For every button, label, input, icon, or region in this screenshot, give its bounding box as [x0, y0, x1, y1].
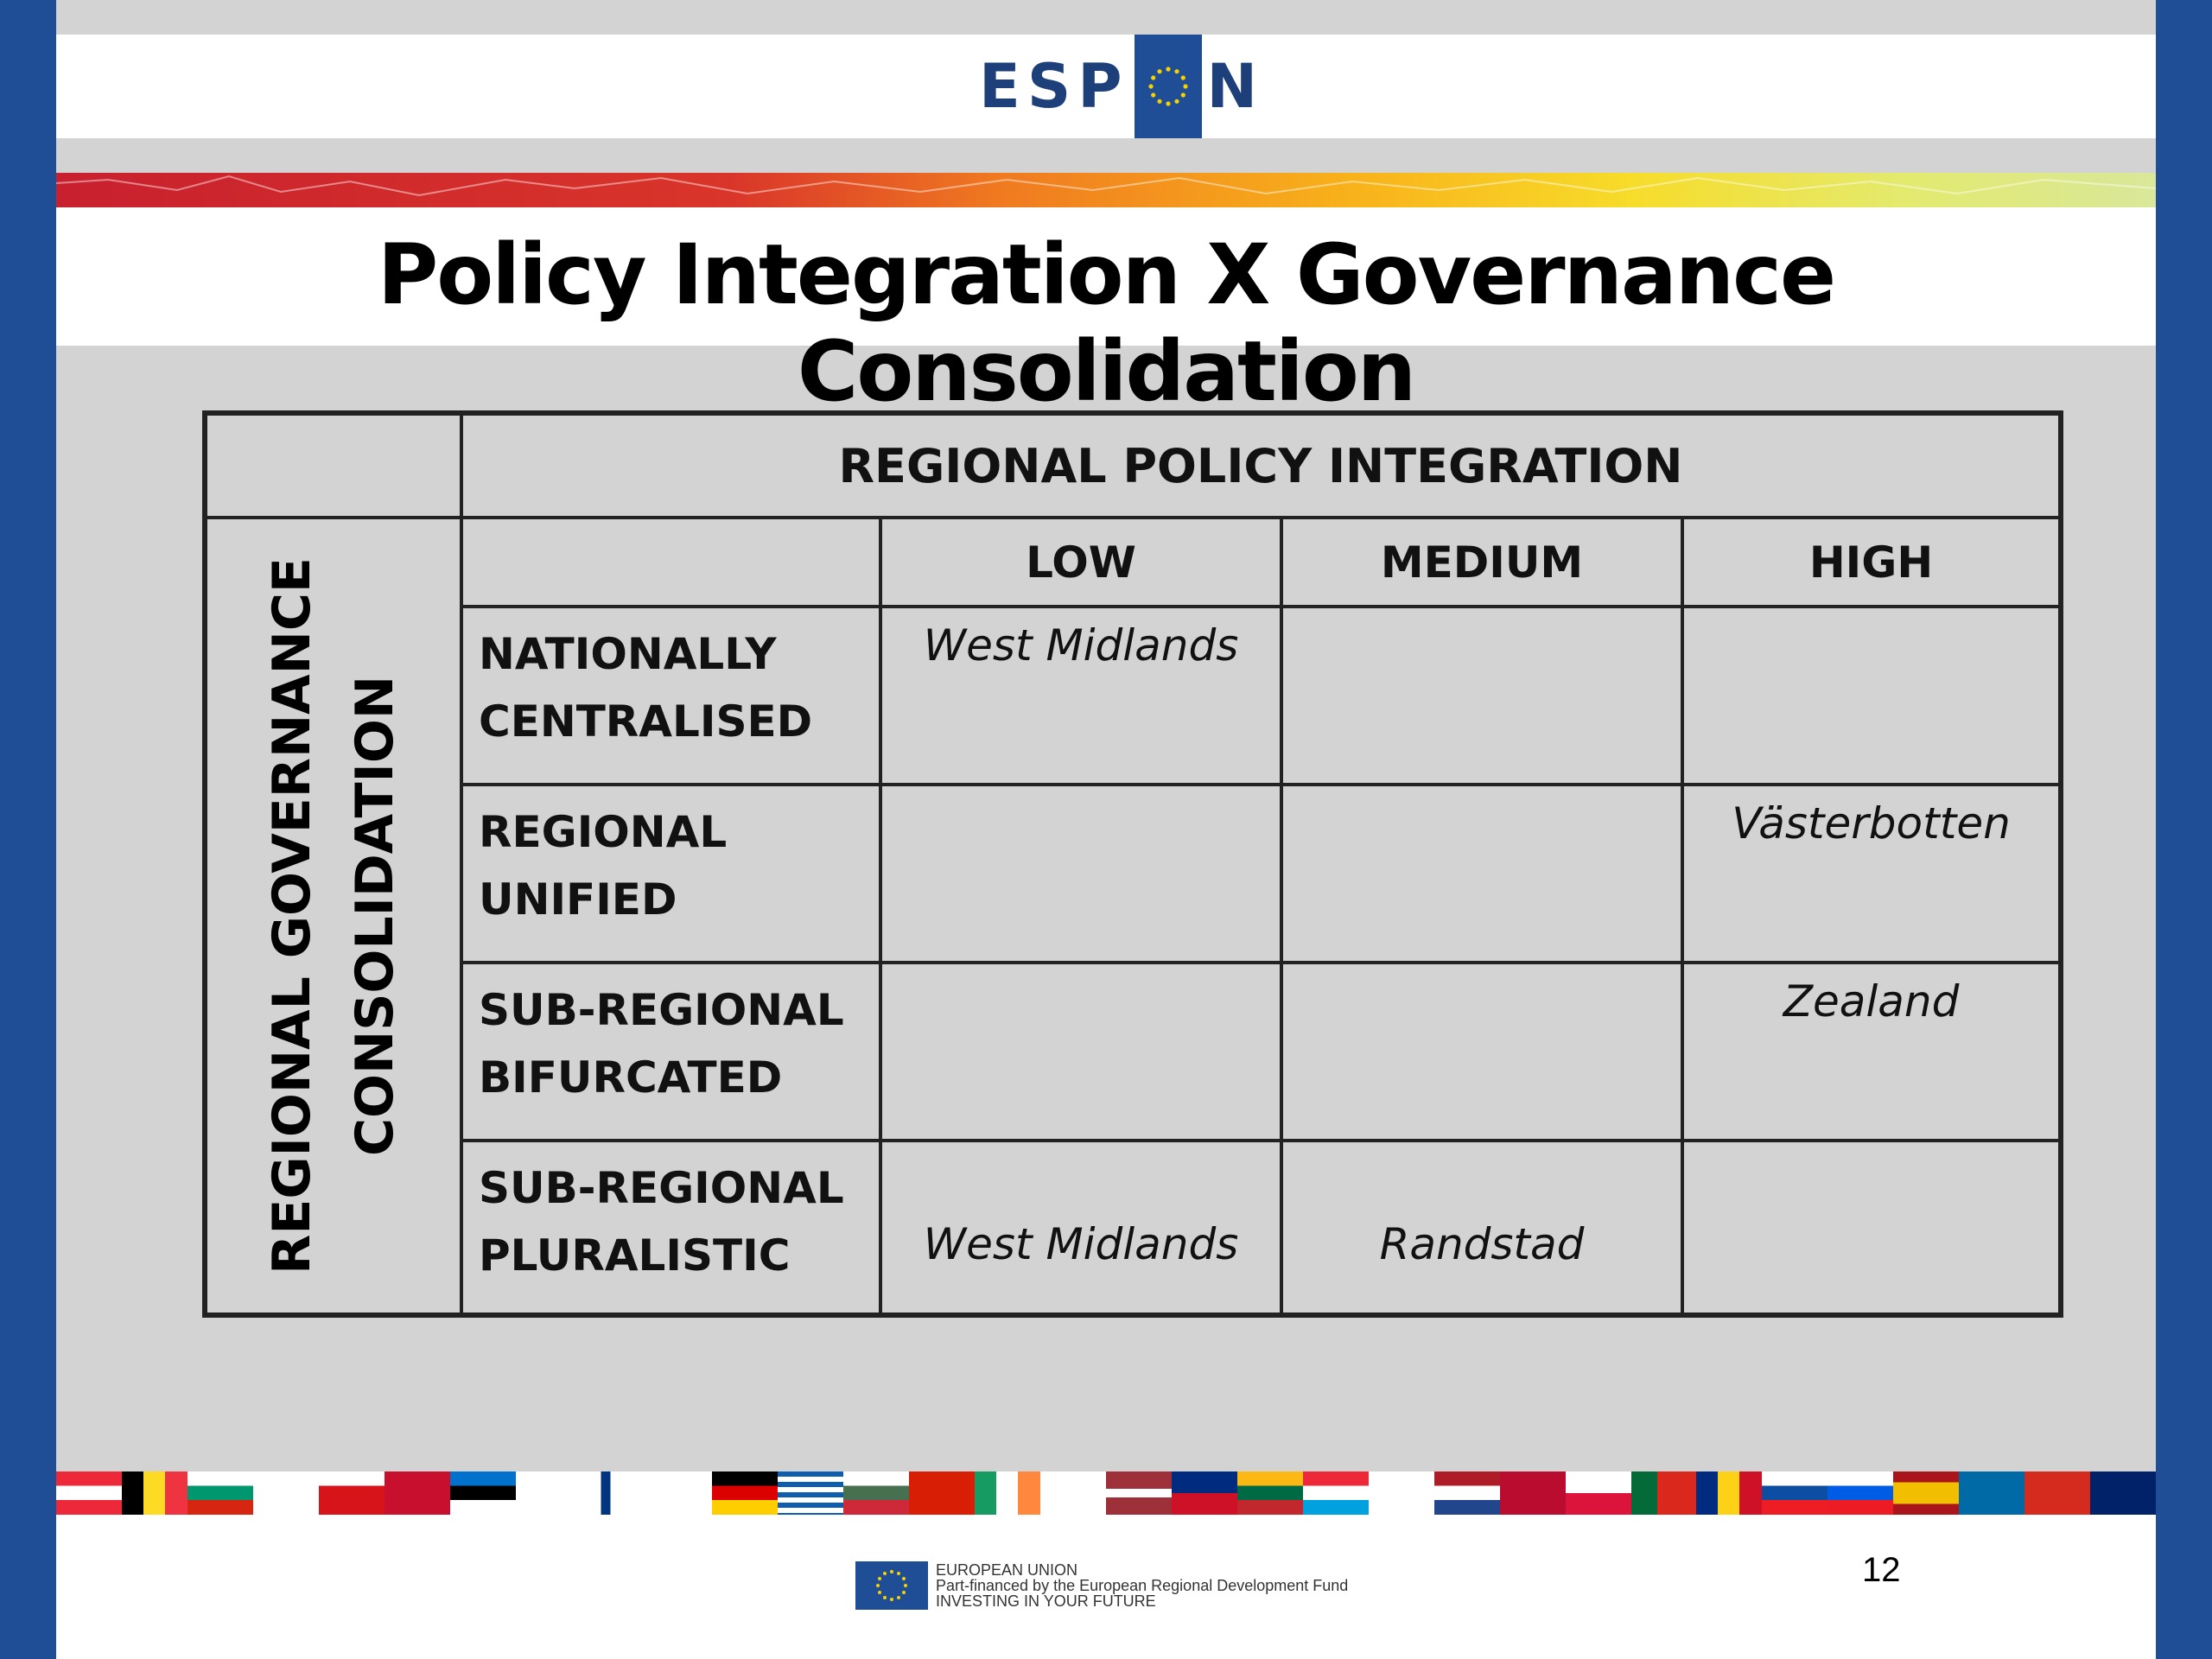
column-header-high: HIGH [1682, 518, 2060, 607]
row-label-line2: UNIFIED [479, 874, 677, 925]
row-group-header-line2: CONSOLIDATION [345, 675, 405, 1157]
row-group-header-line1: REGIONAL GOVERNANCE [262, 557, 322, 1274]
column-header-medium: MEDIUM [1281, 518, 1682, 607]
slide-title: Policy Integration X Governance Consolid… [377, 226, 1836, 420]
table-cell: Västerbotten [1682, 785, 2060, 963]
column-header-low: LOW [880, 518, 1281, 607]
table-cell: Zealand [1682, 963, 2060, 1141]
row-label-line2: PLURALISTIC [479, 1230, 791, 1281]
row-group-header: REGIONAL GOVERNANCE CONSOLIDATION [206, 518, 461, 1314]
row-label-line1: SUB-REGIONAL [479, 985, 844, 1035]
table-cell [880, 963, 1281, 1141]
row-label-line1: SUB-REGIONAL [479, 1163, 844, 1213]
row-label-line1: NATIONALLY [479, 629, 777, 679]
row-label-line2: BIFURCATED [479, 1052, 783, 1103]
row-label-regional-unified: REGIONAL UNIFIED [461, 785, 880, 963]
slide: ESP N [56, 0, 2156, 1659]
eu-stars-icon [1134, 35, 1202, 138]
footer-band [56, 1515, 2156, 1659]
table-cell [1281, 785, 1682, 963]
row-label-line2: CENTRALISED [479, 696, 813, 747]
row-label-sub-regional-pluralistic: SUB-REGIONAL PLURALISTIC [461, 1141, 880, 1314]
row-label-nationally-centralised: NATIONALLY CENTRALISED [461, 607, 880, 785]
page-number: 12 [1862, 1551, 1901, 1589]
column-group-header: REGIONAL POLICY INTEGRATION [461, 414, 2060, 518]
table-cell [880, 785, 1281, 963]
table-cell: Randstad [1281, 1141, 1682, 1314]
table-cell: West Midlands [880, 607, 1281, 785]
eu-flags-strip [56, 1471, 2156, 1515]
map-strip-decoration [56, 173, 2156, 207]
espon-logo: ESP N [979, 35, 1264, 138]
row-group-header-cell [206, 518, 461, 1314]
row-label-sub-regional-bifurcated: SUB-REGIONAL BIFURCATED [461, 963, 880, 1141]
eu-funding-notice: EUROPEAN UNION Part-financed by the Euro… [936, 1562, 1348, 1609]
corner-cell [206, 414, 461, 518]
table-cell [1682, 1141, 2060, 1314]
logo-band [56, 35, 2156, 138]
table-cell [1682, 607, 2060, 785]
title-band [56, 207, 2156, 346]
logo-text-left: ESP [979, 51, 1129, 122]
eu-line2: Part-financed by the European Regional D… [936, 1577, 1349, 1594]
row-label-header-empty [461, 518, 880, 607]
table-cell: West Midlands [880, 1141, 1281, 1314]
classification-table: REGIONAL POLICY INTEGRATION REGIONAL GOV… [202, 410, 2063, 1318]
table-cell [1281, 963, 1682, 1141]
logo-text-right: N [1206, 51, 1265, 122]
eu-line1: EUROPEAN UNION [936, 1561, 1078, 1579]
table-cell [1281, 607, 1682, 785]
row-label-line1: REGIONAL [479, 807, 728, 857]
eu-flag-icon [855, 1561, 928, 1610]
eu-line3: INVESTING IN YOUR FUTURE [936, 1592, 1156, 1610]
